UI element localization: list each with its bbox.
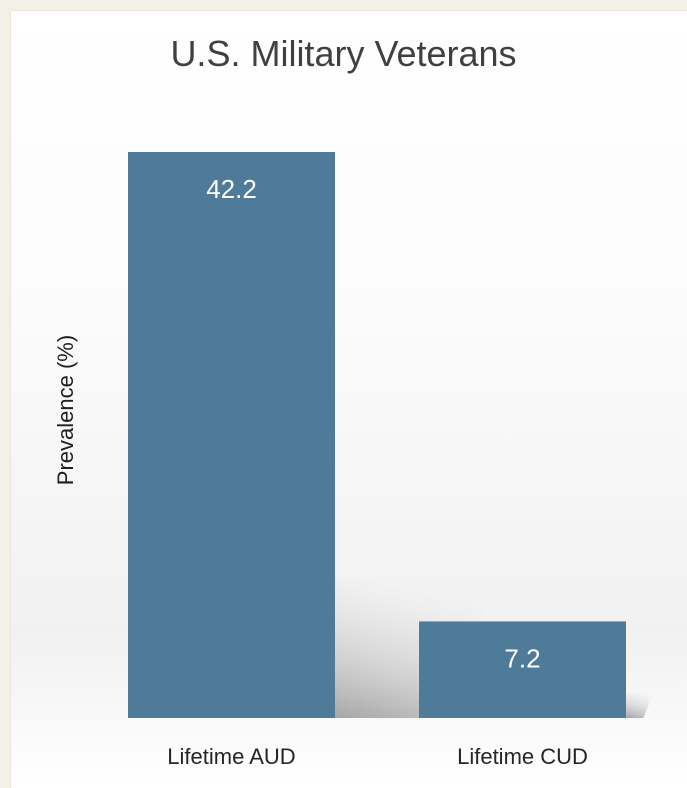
data-label: 7.2	[504, 643, 540, 673]
bar-lifetime-aud	[128, 152, 335, 718]
bar-shadow	[626, 689, 655, 718]
labels: 42.2 Lifetime AUD 7.2 Lifetime CUD	[167, 174, 588, 769]
bar-lifetime-cud	[419, 621, 626, 718]
x-tick-label: Lifetime CUD	[457, 744, 588, 769]
chart-title: U.S. Military Veterans	[170, 33, 517, 74]
x-tick-label: Lifetime AUD	[167, 744, 295, 769]
bar-shadow	[335, 576, 495, 718]
bars	[128, 152, 626, 718]
bar-shadows	[335, 576, 655, 718]
data-label: 42.2	[206, 174, 257, 204]
